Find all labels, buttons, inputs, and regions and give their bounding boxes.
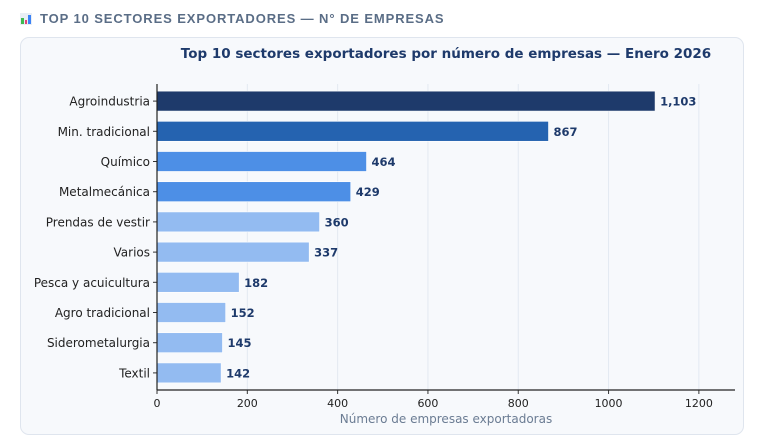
y-tick-label: Agro tradicional bbox=[55, 306, 150, 320]
bar bbox=[156, 211, 320, 233]
bar bbox=[156, 121, 549, 142]
data-label: 337 bbox=[314, 246, 338, 260]
bar bbox=[156, 241, 310, 263]
data-label: 429 bbox=[356, 185, 380, 199]
y-tick-label: Pesca y acuicultura bbox=[34, 276, 150, 290]
bar bbox=[156, 151, 367, 172]
y-tick-label: Varios bbox=[114, 246, 151, 260]
data-label: 1,103 bbox=[660, 95, 696, 109]
bar bbox=[156, 181, 352, 202]
y-tick-label: Químico bbox=[101, 155, 150, 169]
chart-title: Top 10 sectores exportadores por número … bbox=[181, 46, 711, 62]
data-label: 142 bbox=[226, 366, 250, 380]
bar-chart-icon bbox=[20, 12, 32, 25]
bar bbox=[156, 272, 240, 293]
x-tick-label: 600 bbox=[417, 397, 438, 410]
data-label: 464 bbox=[372, 155, 396, 169]
bar bbox=[156, 302, 226, 323]
data-label: 867 bbox=[554, 125, 578, 139]
y-tick-label: Siderometalurgia bbox=[47, 336, 150, 350]
data-label: 145 bbox=[227, 336, 251, 350]
y-tick-label: Min. tradicional bbox=[58, 125, 150, 139]
y-tick-label: Metalmecánica bbox=[59, 185, 150, 199]
y-tick-label: Textil bbox=[118, 366, 150, 380]
x-axis-label: Número de empresas exportadoras bbox=[340, 412, 552, 426]
x-tick-label: 400 bbox=[327, 397, 348, 410]
bar bbox=[156, 90, 656, 112]
section-title: TOP 10 SECTORES EXPORTADORES — N° DE EMP… bbox=[40, 11, 445, 26]
bar bbox=[156, 362, 222, 384]
x-tick-label: 800 bbox=[508, 397, 529, 410]
x-tick-label: 0 bbox=[154, 397, 161, 410]
data-label: 152 bbox=[231, 306, 255, 320]
bar bbox=[156, 332, 223, 353]
x-tick-label: 1200 bbox=[685, 397, 713, 410]
x-tick-label: 1000 bbox=[595, 397, 623, 410]
data-label: 182 bbox=[244, 276, 268, 290]
y-tick-label: Agroindustria bbox=[69, 95, 150, 109]
x-tick-label: 200 bbox=[237, 397, 258, 410]
data-label: 360 bbox=[325, 215, 349, 229]
section-header: TOP 10 SECTORES EXPORTADORES — N° DE EMP… bbox=[20, 11, 445, 26]
y-tick-label: Prendas de vestir bbox=[46, 215, 150, 229]
